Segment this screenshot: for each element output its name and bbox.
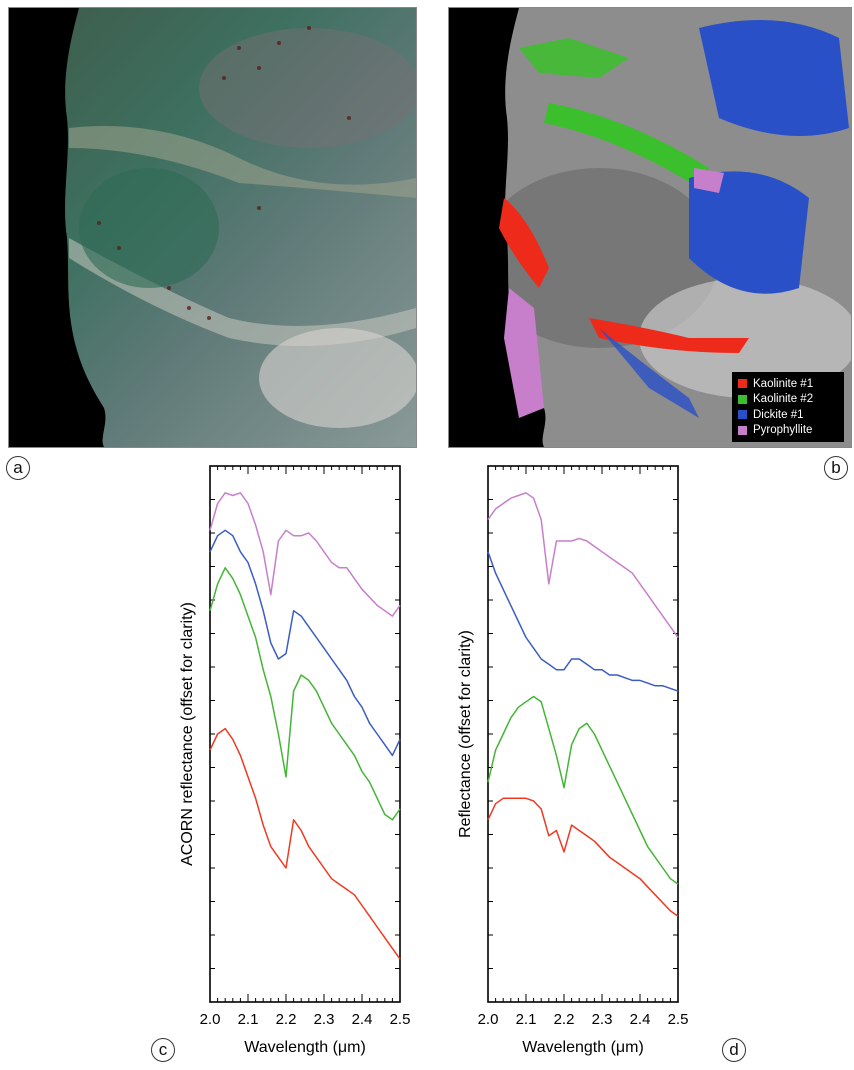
x-tick-label: 2.3 bbox=[314, 1011, 335, 1028]
spectra-chart-d: 2.0 2.1 2.2 2.3 2.4 2.5 Wavelength (μm) Reflect… bbox=[457, 465, 689, 1056]
panel-label-a: a bbox=[6, 456, 30, 480]
legend-item: Kaolinite #2 bbox=[738, 392, 838, 408]
legend-label: Kaolinite #1 bbox=[753, 377, 814, 390]
x-tick-label: 2.0 bbox=[478, 1011, 499, 1028]
false-color-image bbox=[9, 8, 416, 447]
panel-label-d: d bbox=[722, 1038, 746, 1062]
series-line-0 bbox=[487, 492, 679, 638]
series-line-1 bbox=[487, 551, 679, 692]
x-tick-label: 2.2 bbox=[276, 1011, 297, 1028]
map-legend: Kaolinite #1 Kaolinite #2 Dickite #1 Pyr… bbox=[732, 372, 844, 442]
legend-swatch bbox=[738, 425, 747, 435]
legend-item: Pyrophyllite bbox=[738, 423, 838, 439]
legend-label: Pyrophyllite bbox=[753, 424, 813, 437]
x-tick-label: 2.1 bbox=[238, 1011, 259, 1028]
spectra-chart-c: 2.0 2.1 2.2 2.3 2.4 2.5 Wavelength (μm) ACORN r… bbox=[179, 465, 411, 1056]
x-axis-label: Wavelength (μm) bbox=[244, 1039, 366, 1056]
legend-swatch bbox=[738, 394, 747, 404]
series-line-1 bbox=[209, 529, 401, 757]
x-tick-label: 2.1 bbox=[516, 1011, 537, 1028]
image-panel-a bbox=[8, 7, 417, 448]
x-tick-label: 2.0 bbox=[200, 1011, 221, 1028]
image-panel-b bbox=[448, 7, 852, 448]
x-tick-label: 2.5 bbox=[390, 1011, 411, 1028]
legend-label: Kaolinite #2 bbox=[753, 393, 814, 406]
x-tick-label: 2.4 bbox=[630, 1011, 651, 1028]
series-line-0 bbox=[209, 492, 401, 617]
series-line-2 bbox=[209, 567, 401, 821]
plot-frame bbox=[487, 465, 679, 1003]
x-tick-label: 2.5 bbox=[668, 1011, 689, 1028]
mineral-map-image bbox=[449, 8, 851, 447]
legend-label: Dickite #1 bbox=[753, 408, 804, 421]
series-line-3 bbox=[209, 727, 401, 960]
x-tick-label: 2.3 bbox=[592, 1011, 613, 1028]
y-axis-label: ACORN reflectance (offset for clarity) bbox=[179, 602, 196, 866]
legend-item: Dickite #1 bbox=[738, 407, 838, 423]
series-line-2 bbox=[487, 695, 679, 885]
panel-label-c: c bbox=[151, 1038, 175, 1062]
y-axis-label: Reflectance (offset for clarity) bbox=[457, 630, 474, 838]
legend-item: Kaolinite #1 bbox=[738, 376, 838, 392]
x-axis-label: Wavelength (μm) bbox=[522, 1039, 644, 1056]
legend-swatch bbox=[738, 379, 747, 389]
x-tick-label: 2.4 bbox=[352, 1011, 373, 1028]
panel-label-b: b bbox=[824, 456, 848, 480]
series-line-3 bbox=[487, 797, 679, 917]
x-tick-label: 2.2 bbox=[554, 1011, 575, 1028]
legend-swatch bbox=[738, 410, 747, 420]
